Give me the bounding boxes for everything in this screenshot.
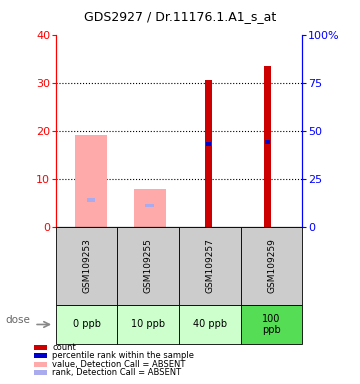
Text: count: count bbox=[52, 343, 76, 352]
Text: 10 ppb: 10 ppb bbox=[131, 319, 165, 329]
Bar bbox=[145, 204, 154, 207]
Text: 100
ppb: 100 ppb bbox=[262, 314, 281, 335]
Text: GDS2927 / Dr.11176.1.A1_s_at: GDS2927 / Dr.11176.1.A1_s_at bbox=[84, 10, 276, 23]
Text: GSM109259: GSM109259 bbox=[267, 238, 276, 293]
Text: GSM109255: GSM109255 bbox=[144, 238, 153, 293]
Bar bbox=[75, 136, 107, 227]
Text: 40 ppb: 40 ppb bbox=[193, 319, 227, 329]
Bar bbox=[87, 198, 95, 202]
Text: GSM109253: GSM109253 bbox=[82, 238, 91, 293]
Bar bbox=[205, 80, 212, 227]
Text: rank, Detection Call = ABSENT: rank, Detection Call = ABSENT bbox=[52, 368, 181, 377]
Bar bbox=[206, 142, 211, 146]
Bar bbox=[265, 140, 270, 144]
Text: 0 ppb: 0 ppb bbox=[73, 319, 101, 329]
Bar bbox=[134, 189, 166, 227]
Text: GSM109257: GSM109257 bbox=[206, 238, 215, 293]
Text: value, Detection Call = ABSENT: value, Detection Call = ABSENT bbox=[52, 360, 185, 369]
Text: percentile rank within the sample: percentile rank within the sample bbox=[52, 351, 194, 361]
Bar bbox=[264, 66, 271, 227]
Text: dose: dose bbox=[5, 315, 30, 325]
